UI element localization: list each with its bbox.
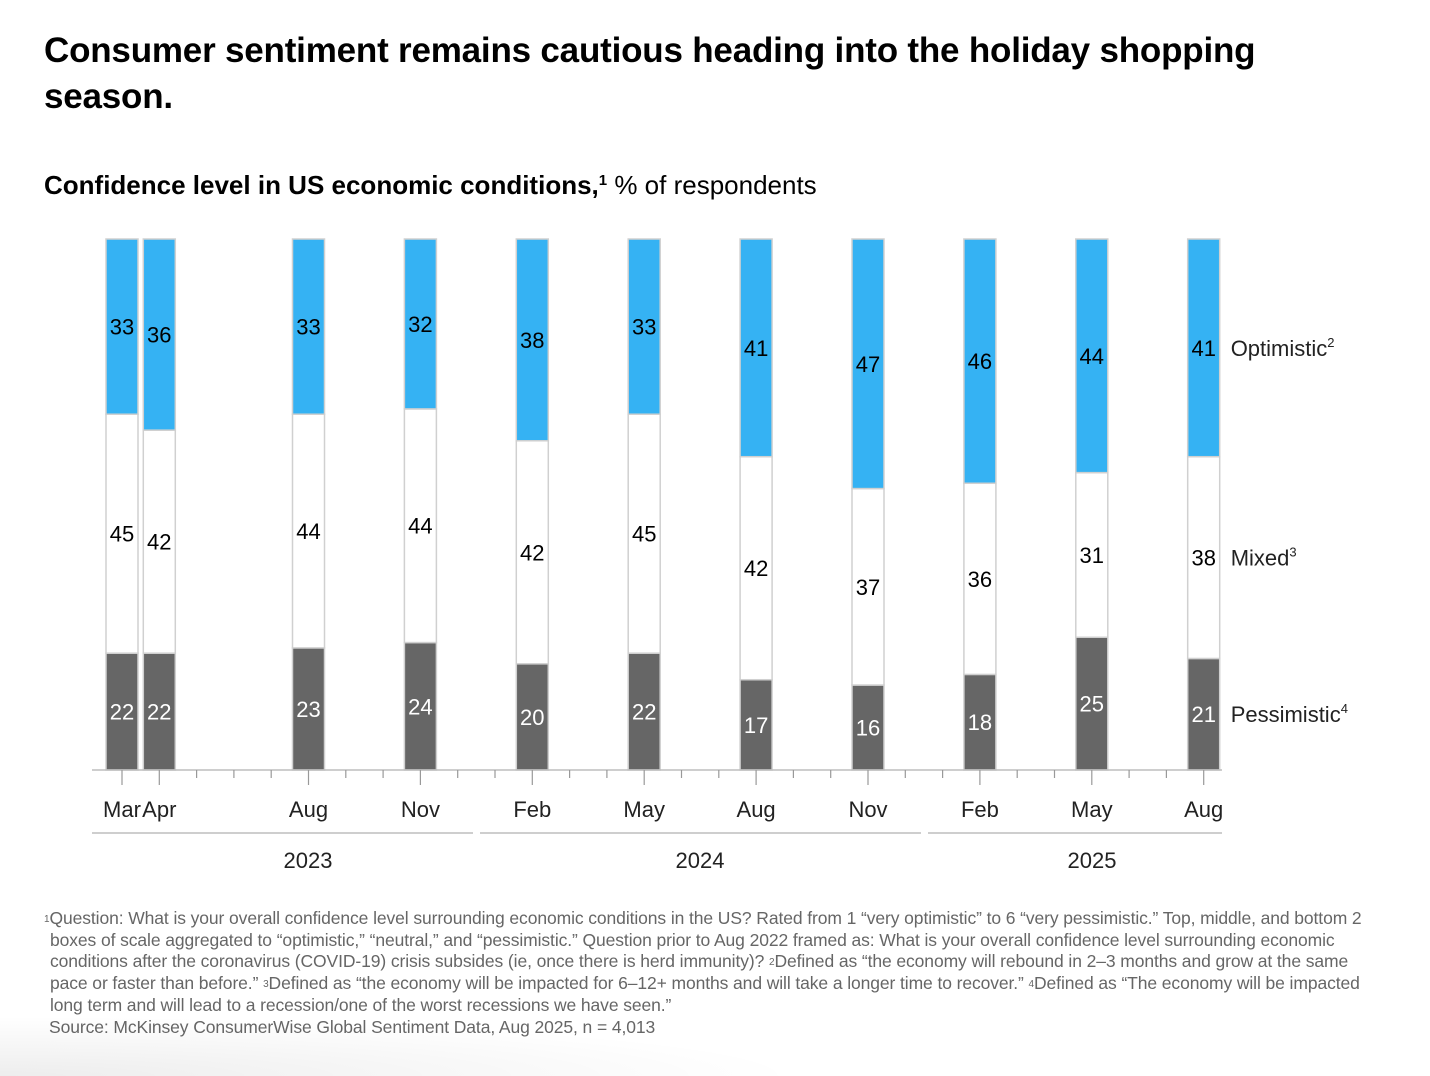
bar-segment-optimistic — [515, 238, 550, 442]
data-label-mixed: 31 — [1080, 543, 1104, 568]
data-label-optimistic: 44 — [1080, 344, 1104, 369]
footnote-3-marker: 3 — [263, 979, 269, 991]
data-label-mixed: 45 — [110, 522, 134, 547]
footnotes: 1Question: What is your overall confiden… — [44, 908, 1374, 1038]
data-label-pessimistic: 22 — [632, 700, 656, 725]
data-label-pessimistic: 25 — [1080, 692, 1104, 717]
data-label-optimistic: 47 — [856, 352, 880, 377]
data-label-mixed: 42 — [147, 530, 171, 555]
data-label-mixed: 45 — [632, 522, 656, 547]
footnote-3: Defined as “the economy will be impacted… — [268, 973, 1029, 994]
data-label-optimistic: 33 — [296, 315, 320, 340]
footnote-4: Defined as “The economy will be impacted… — [50, 973, 1360, 1015]
data-label-mixed: 37 — [856, 575, 880, 600]
legend-label-text: Pessimistic — [1231, 702, 1341, 727]
bar-segment-optimistic — [291, 238, 326, 415]
data-label-mixed: 42 — [744, 556, 768, 581]
data-label-optimistic: 41 — [744, 336, 768, 361]
legend-label-optimistic: Optimistic2 — [1231, 335, 1335, 361]
x-tick-label: Feb — [961, 797, 999, 822]
data-label-mixed: 38 — [1191, 546, 1215, 571]
bar-segment-mixed — [851, 487, 885, 686]
source-note: Source: McKinsey ConsumerWise Global Sen… — [49, 1016, 656, 1037]
bar-segment-optimistic — [403, 238, 438, 410]
data-label-optimistic: 46 — [968, 349, 992, 374]
data-label-optimistic: 41 — [1191, 336, 1215, 361]
chart-subtitle-footnote-ref: 1 — [598, 172, 608, 189]
footnote-1-marker: 1 — [44, 914, 50, 925]
data-label-pessimistic: 20 — [520, 705, 544, 730]
legend-label-text: Optimistic — [1231, 336, 1328, 361]
data-label-pessimistic: 17 — [744, 713, 768, 738]
x-tick-label: Mar — [103, 797, 141, 822]
bar-segment-optimistic — [739, 238, 773, 458]
x-tick-label: Feb — [513, 797, 551, 822]
stacked-bar-chart: 2245332242362344332444322042382245331742… — [92, 238, 1348, 873]
data-label-mixed: 36 — [968, 567, 992, 592]
legend-label-mixed: Mixed3 — [1231, 545, 1297, 571]
year-label-2025: 2025 — [1068, 848, 1117, 873]
legend-footnote-ref: 2 — [1327, 335, 1334, 350]
bar-segment-pessimistic — [1075, 636, 1109, 771]
chart-subtitle-main: Confidence level in US economic conditio… — [44, 170, 599, 200]
legend-footnote-ref: 3 — [1289, 545, 1296, 560]
footnote-2-marker: 2 — [768, 957, 775, 969]
year-label-2024: 2024 — [676, 848, 725, 873]
chart-subtitle: Confidence level in US economic conditio… — [44, 168, 817, 202]
bar-segment-optimistic — [105, 238, 139, 415]
bar-segment-pessimistic — [851, 684, 885, 771]
data-label-optimistic: 32 — [408, 312, 432, 337]
x-tick-label: Aug — [1184, 797, 1223, 822]
bar-segment-pessimistic — [963, 673, 997, 771]
x-tick-label: May — [623, 797, 665, 822]
data-label-pessimistic: 24 — [408, 694, 432, 719]
data-label-pessimistic: 16 — [856, 716, 880, 741]
data-label-optimistic: 33 — [110, 315, 134, 340]
bar-segment-optimistic — [627, 238, 661, 415]
bar-segment-mixed — [105, 413, 139, 654]
data-label-pessimistic: 21 — [1191, 702, 1215, 727]
legend-label-pessimistic: Pessimistic4 — [1231, 701, 1348, 727]
data-label-optimistic: 36 — [147, 323, 171, 348]
data-label-mixed: 42 — [520, 540, 544, 565]
x-tick-label: Aug — [737, 797, 776, 822]
bar-segment-mixed — [291, 413, 326, 649]
bar-segment-mixed — [627, 413, 661, 654]
x-tick-label: Apr — [142, 797, 176, 822]
bar-segment-optimistic — [1186, 238, 1221, 458]
data-label-pessimistic: 22 — [147, 700, 171, 725]
chart-subtitle-unit: % of respondents — [607, 170, 817, 200]
bar-segment-optimistic — [142, 238, 177, 431]
data-label-optimistic: 38 — [520, 328, 544, 353]
legend-label-text: Mixed — [1231, 546, 1290, 571]
bar-segment-optimistic — [851, 238, 885, 490]
data-label-mixed: 44 — [296, 519, 320, 544]
bar-segment-optimistic — [1075, 238, 1109, 474]
bar-segment-mixed — [739, 455, 773, 681]
footnote-text: 1Question: What is your overall confiden… — [44, 908, 1374, 1017]
year-label-2023: 2023 — [284, 848, 333, 873]
data-label-pessimistic: 22 — [110, 700, 134, 725]
bar-segment-optimistic — [963, 238, 997, 485]
bar-segment-pessimistic — [739, 678, 773, 771]
page-title: Consumer sentiment remains cautious head… — [44, 31, 1256, 116]
footnote-1: Question: What is your overall confidenc… — [49, 908, 1362, 972]
bar-segment-pessimistic — [627, 652, 661, 771]
bar-segment-mixed — [963, 482, 997, 676]
data-label-pessimistic: 23 — [296, 697, 320, 722]
x-tick-label: Nov — [848, 797, 887, 822]
bar-segment-mixed — [403, 408, 438, 644]
bar-segment-pessimistic — [403, 641, 438, 771]
legend-footnote-ref: 4 — [1341, 701, 1348, 716]
x-tick-label: Nov — [401, 797, 440, 822]
data-label-mixed: 44 — [408, 514, 432, 539]
bar-segment-pessimistic — [291, 647, 326, 771]
data-label-optimistic: 33 — [632, 315, 656, 340]
x-tick-label: May — [1071, 797, 1113, 822]
data-label-pessimistic: 18 — [968, 710, 992, 735]
footnote-2: Defined as “the economy will rebound in … — [50, 951, 1349, 994]
footnote-4-marker: 4 — [1028, 979, 1035, 991]
x-tick-label: Aug — [289, 797, 328, 822]
